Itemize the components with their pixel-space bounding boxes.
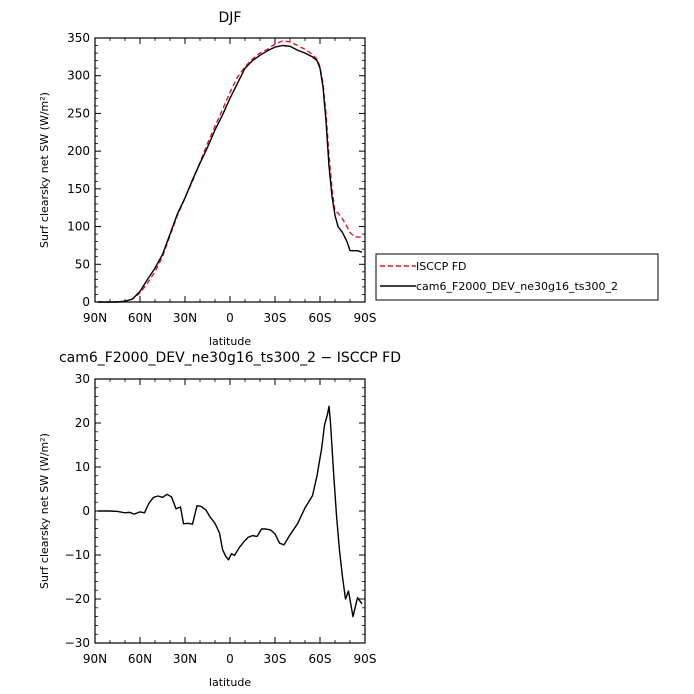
top-ytick-label: 250 (67, 106, 90, 120)
bottom-ytick-label: 0 (82, 504, 90, 518)
bottom-xtick-label: 90N (83, 652, 107, 666)
bottom-ytick-label: −30 (65, 636, 90, 650)
top-xtick-label: 0 (226, 311, 234, 325)
top-xtick-label: 60S (309, 311, 332, 325)
top-xtick-label: 90S (354, 311, 377, 325)
top-ytick-label: 100 (67, 220, 90, 234)
bottom-ytick-label: 30 (75, 372, 90, 386)
legend-label-1: cam6_F2000_DEV_ne30g16_ts300_2 (416, 280, 618, 293)
bottom-chart-title: cam6_F2000_DEV_ne30g16_ts300_2 − ISCCP F… (59, 350, 401, 366)
bottom-xtick-label: 0 (226, 652, 234, 666)
bottom-plot-frame (94, 378, 366, 644)
top-chart-title: DJF (219, 10, 242, 26)
bottom-ytick-label: 20 (75, 416, 90, 430)
legend-box (375, 253, 659, 301)
bottom-y-axis-label: Surf clearsky net SW (W/m²) (38, 433, 51, 589)
top-ytick-label: 0 (82, 295, 90, 309)
top-x-axis-label: latitude (209, 335, 251, 348)
top-xtick-label: 90N (83, 311, 107, 325)
bottom-xtick-label: 90S (354, 652, 377, 666)
top-xtick-label: 30N (173, 311, 197, 325)
top-ytick-label: 200 (67, 144, 90, 158)
top-ytick-label: 150 (67, 182, 90, 196)
bottom-xtick-label: 30S (264, 652, 287, 666)
top-panel: 0 50 100 150 200 250 300 350 90N 60N 30N 0 30S 60S 90S… (38, 10, 659, 348)
top-ytick-label: 300 (67, 69, 90, 83)
top-ytick-label: 50 (75, 257, 90, 271)
top-ytick-label: 350 (67, 31, 90, 45)
bottom-ytick-label: −10 (65, 548, 90, 562)
legend-label-0: ISCCP FD (416, 260, 467, 273)
top-xtick-label: 60N (128, 311, 152, 325)
bottom-panel: −30 −20 −10 0 10 20 30 90N 60N 30N 0 30S 60S 90S cam6_… (38, 350, 401, 689)
bottom-xtick-label: 60N (128, 652, 152, 666)
bottom-ytick-label: −20 (65, 592, 90, 606)
top-series-line-1 (98, 44, 363, 303)
top-plot-frame (94, 37, 366, 303)
bottom-ytick-label: 10 (75, 460, 90, 474)
bottom-xtick-label: 30N (173, 652, 197, 666)
bottom-series-line-0 (98, 405, 363, 618)
bottom-x-axis-label: latitude (209, 676, 251, 689)
top-xtick-label: 30S (264, 311, 287, 325)
bottom-xtick-label: 60S (309, 652, 332, 666)
top-y-axis-label: Surf clearsky net SW (W/m²) (38, 92, 51, 248)
